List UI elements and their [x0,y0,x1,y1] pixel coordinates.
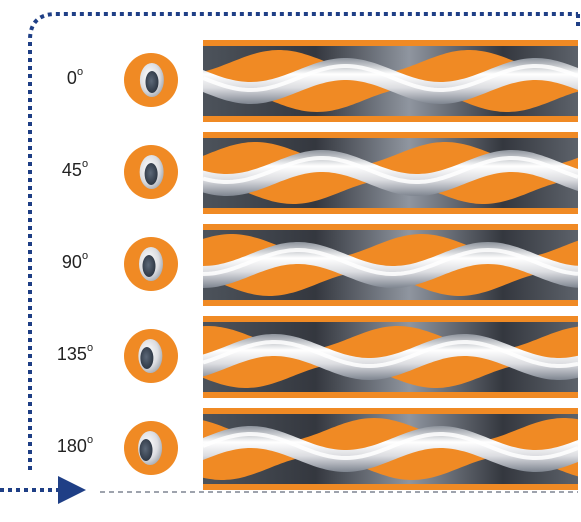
cross-section-icon [124,53,178,107]
angle-value: 180 [56,436,87,456]
degree-symbol: o [76,66,84,78]
angle-label: 180o [40,434,110,457]
dotted-path [28,12,578,470]
angle-value: 135 [56,344,87,364]
angle-label: 135o [40,342,110,365]
cross-section-icon [124,421,178,475]
angle-value: 0 [66,68,77,88]
groove-strip [203,224,578,306]
groove-strip [203,40,578,122]
angle-value: 45 [61,160,82,180]
arrowhead-icon [58,476,86,504]
degree-symbol: o [81,250,89,262]
groove-strip [203,132,578,214]
angle-label: 90o [40,250,110,273]
groove-strip [203,316,578,398]
degree-symbol: o [81,158,89,170]
groove-strip [203,408,578,490]
angle-label: 45o [40,158,110,181]
degree-symbol: o [86,342,94,354]
angle-label: 0o [40,66,110,89]
angle-value: 90 [61,252,82,272]
cross-section-icon [124,145,178,199]
cross-section-icon [124,329,178,383]
cross-section-icon [124,237,178,291]
degree-symbol: o [86,434,94,446]
